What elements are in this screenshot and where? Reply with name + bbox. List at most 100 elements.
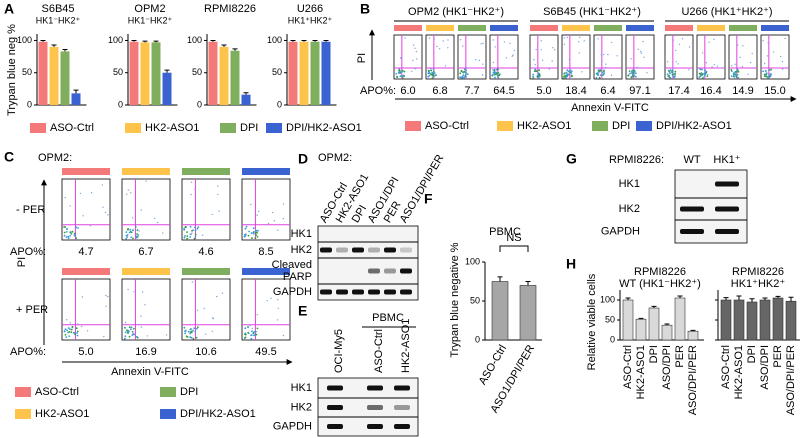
legend-label: ASO-Ctrl: [425, 120, 469, 132]
band: [327, 424, 343, 429]
flow-dot: [428, 70, 430, 73]
flow-dot: [66, 228, 68, 231]
flow-dot: [76, 330, 79, 333]
flow-dot: [430, 68, 432, 70]
flow-dot: [211, 330, 213, 332]
condition-strip: [426, 25, 454, 31]
panel-label: H: [566, 256, 576, 272]
flow-dot: [741, 66, 744, 68]
y-tick-label: 0: [118, 99, 123, 109]
flow-dot: [492, 69, 494, 71]
y-tick-label: 100: [267, 35, 282, 45]
flow-dot: [71, 230, 74, 233]
flow-dot: [414, 47, 416, 49]
lane-label: OCI-My5: [333, 329, 345, 373]
apo-value: 6.0: [400, 85, 415, 97]
cell-line: OPM2:: [38, 152, 72, 164]
error-bar: [323, 39, 329, 42]
flow-dot: [247, 326, 250, 328]
flow-dot: [735, 71, 738, 73]
panel-label: A: [4, 1, 14, 17]
flow-dot: [509, 42, 511, 45]
x-tick-label: PER: [674, 345, 686, 368]
flow-dot: [244, 336, 247, 339]
flow-dot: [201, 234, 204, 236]
flow-dot: [144, 304, 146, 306]
flow-dot: [186, 237, 189, 240]
flow-dot: [399, 75, 402, 78]
apo-value: 49.5: [255, 346, 276, 358]
flow-dot: [578, 52, 580, 54]
flow-dot: [632, 71, 635, 74]
band: [384, 247, 396, 253]
error-bar: [788, 296, 794, 302]
chart-title: RPMI8226: [732, 266, 784, 278]
flow-dot: [512, 54, 514, 56]
flow-dot: [400, 71, 403, 73]
flow-dot: [212, 317, 215, 320]
chart-title: OPM2: [134, 3, 165, 15]
flow-dot: [496, 72, 499, 75]
apo-value: 17.4: [668, 85, 689, 97]
y-axis-label: PI: [16, 257, 28, 267]
flow-dot: [184, 225, 187, 228]
flow-dot: [125, 231, 128, 234]
flow-dot: [270, 297, 272, 299]
flow-dot: [769, 74, 772, 77]
flow-dot: [669, 69, 672, 71]
band: [400, 268, 412, 274]
flow-dot: [244, 227, 247, 230]
flow-dot: [770, 73, 772, 76]
flow-dot: [125, 234, 128, 237]
flow-dot: [565, 71, 568, 74]
flow-dot: [465, 71, 467, 74]
flow-dot: [272, 211, 274, 214]
flow-plot: [241, 278, 291, 341]
flow-dot: [131, 331, 134, 333]
flow-dot: [781, 60, 784, 63]
panel-label: C: [4, 149, 14, 165]
x-tick-label: ASO/DPI: [759, 345, 771, 390]
flow-dot: [66, 319, 68, 321]
flow-dot: [216, 295, 218, 298]
flow-dot: [131, 334, 134, 336]
y-axis-label: Trypan blue negative %: [449, 242, 461, 357]
y-tick-label: 100: [187, 35, 202, 45]
flow-dot: [102, 206, 104, 208]
flow-plot: [728, 34, 758, 80]
flow-dot: [282, 334, 285, 337]
flow-dot: [185, 329, 187, 331]
group-title: OPM2 (HK1⁻HK2⁺): [408, 6, 504, 18]
flow-dot: [256, 314, 258, 316]
flow-dot: [637, 48, 639, 51]
flow-dot: [69, 231, 72, 234]
band: [368, 268, 380, 274]
flow-dot: [611, 41, 613, 44]
flow-plot: [61, 278, 111, 341]
flow-dot: [532, 75, 534, 78]
band: [400, 289, 412, 295]
flow-dot: [578, 41, 580, 43]
y-tick-label: 0: [610, 334, 615, 344]
flow-dot: [565, 74, 567, 77]
apo-value: 5.0: [536, 85, 551, 97]
flow-dot: [461, 75, 464, 78]
flow-dot: [126, 236, 128, 239]
row-label: Cleaved: [272, 259, 312, 271]
flow-dot: [217, 193, 219, 196]
flow-dot: [399, 57, 402, 59]
error-bar: [221, 44, 227, 47]
flow-dot: [135, 236, 138, 239]
flow-dot: [70, 328, 73, 331]
flow-dot: [75, 327, 78, 330]
legend-label: HK2-ASO1: [517, 120, 571, 132]
flow-dot: [770, 68, 772, 71]
flow-dot: [430, 69, 433, 72]
flow-dot: [535, 70, 538, 72]
group-title: S6B45 (HK1⁻HK2⁺): [543, 6, 641, 18]
band: [367, 385, 383, 391]
error-bar: [497, 276, 503, 282]
legend-swatch: [15, 409, 31, 419]
condition-strip: [182, 268, 230, 275]
flow-dot: [250, 334, 253, 336]
